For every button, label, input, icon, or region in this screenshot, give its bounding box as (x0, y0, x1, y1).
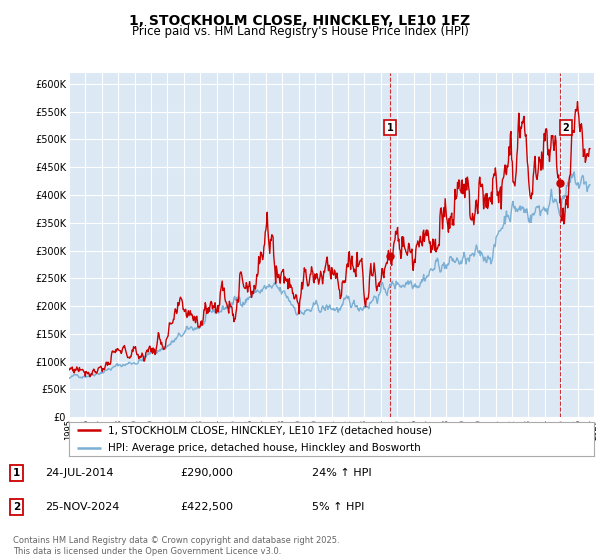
Text: 1: 1 (13, 468, 20, 478)
Text: £290,000: £290,000 (180, 468, 233, 478)
Text: 2: 2 (563, 123, 569, 133)
Text: 2: 2 (13, 502, 20, 512)
Text: Price paid vs. HM Land Registry's House Price Index (HPI): Price paid vs. HM Land Registry's House … (131, 25, 469, 38)
Text: HPI: Average price, detached house, Hinckley and Bosworth: HPI: Average price, detached house, Hinc… (109, 443, 421, 452)
Text: Contains HM Land Registry data © Crown copyright and database right 2025.
This d: Contains HM Land Registry data © Crown c… (13, 536, 340, 556)
Text: £422,500: £422,500 (180, 502, 233, 512)
Text: 25-NOV-2024: 25-NOV-2024 (45, 502, 119, 512)
Text: 1, STOCKHOLM CLOSE, HINCKLEY, LE10 1FZ: 1, STOCKHOLM CLOSE, HINCKLEY, LE10 1FZ (130, 14, 470, 28)
Text: 1, STOCKHOLM CLOSE, HINCKLEY, LE10 1FZ (detached house): 1, STOCKHOLM CLOSE, HINCKLEY, LE10 1FZ (… (109, 426, 433, 435)
Text: 24-JUL-2014: 24-JUL-2014 (45, 468, 113, 478)
Text: 24% ↑ HPI: 24% ↑ HPI (312, 468, 371, 478)
Text: 5% ↑ HPI: 5% ↑ HPI (312, 502, 364, 512)
Text: 1: 1 (386, 123, 393, 133)
